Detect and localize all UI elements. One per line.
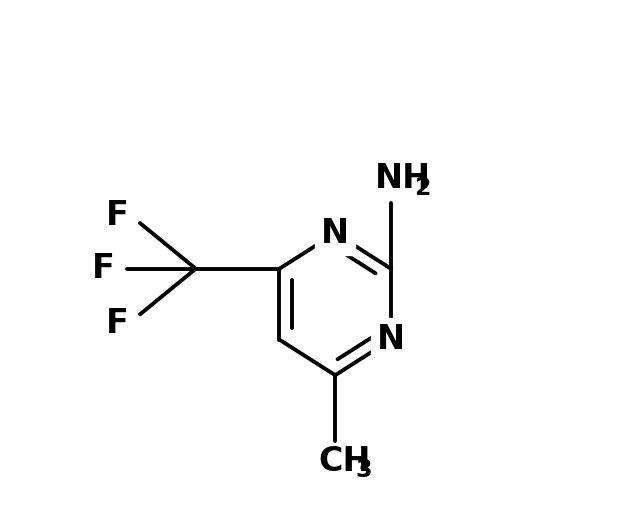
Text: 2: 2 bbox=[414, 175, 430, 200]
Text: F: F bbox=[106, 199, 129, 232]
Text: N: N bbox=[321, 216, 349, 250]
Text: N: N bbox=[377, 323, 405, 356]
Text: CH: CH bbox=[319, 445, 371, 478]
Text: 3: 3 bbox=[355, 458, 372, 482]
Text: F: F bbox=[106, 307, 129, 340]
Text: F: F bbox=[92, 252, 115, 285]
Text: NH: NH bbox=[375, 162, 431, 195]
